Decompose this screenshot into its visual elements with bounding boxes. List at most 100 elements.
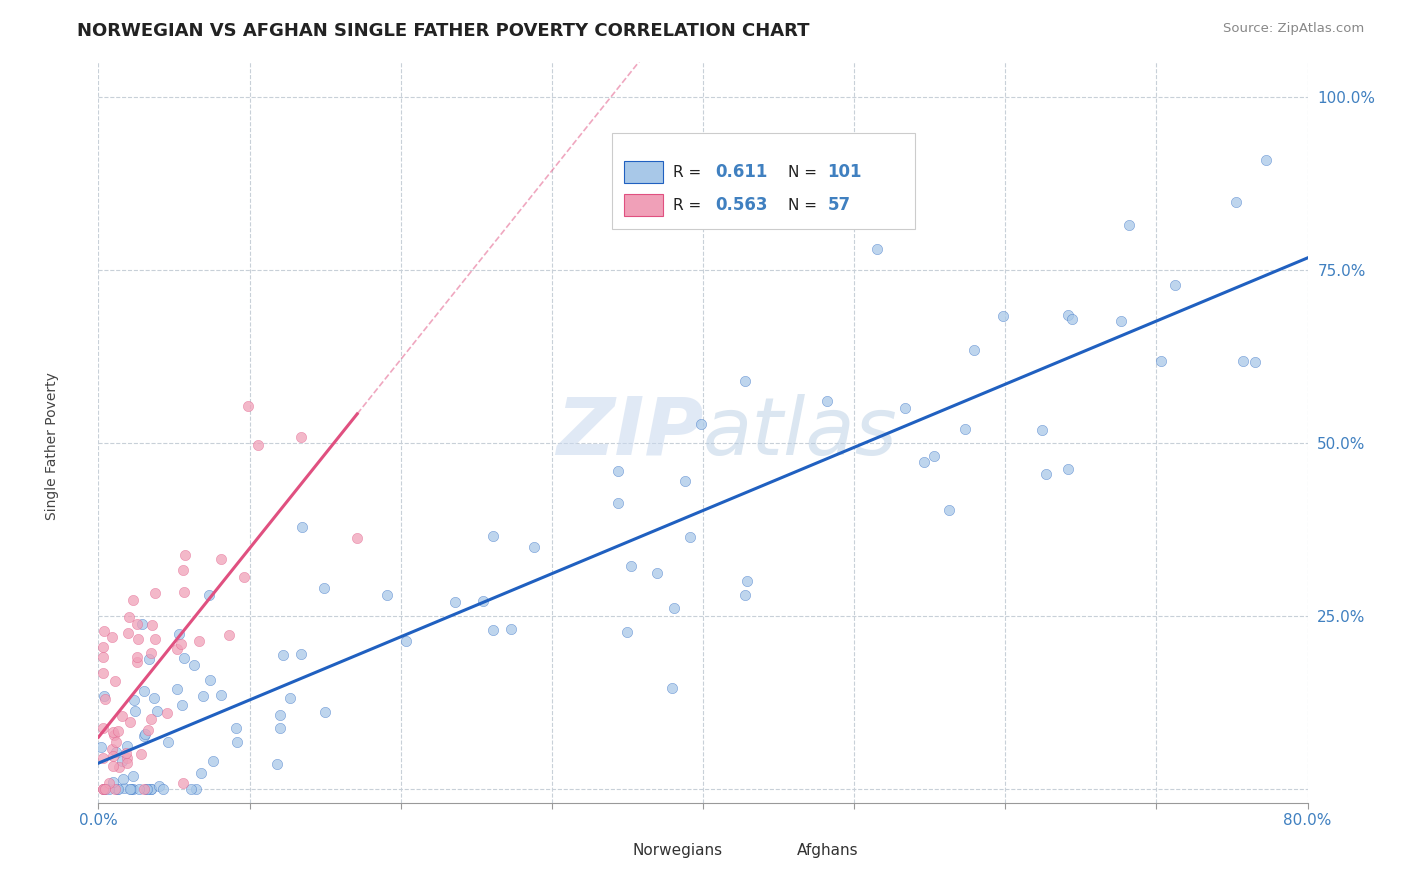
Point bbox=[269, 721, 291, 735]
Point bbox=[1035, 467, 1057, 481]
Text: Single Father Poverty: Single Father Poverty bbox=[45, 372, 59, 520]
Point bbox=[395, 634, 418, 648]
Point bbox=[143, 691, 166, 706]
Point bbox=[93, 689, 115, 703]
Point bbox=[190, 766, 212, 780]
Point bbox=[218, 628, 240, 642]
Point bbox=[170, 698, 193, 712]
Point bbox=[1109, 314, 1132, 328]
Point bbox=[1062, 312, 1084, 326]
Point bbox=[93, 781, 115, 796]
Point bbox=[124, 704, 146, 718]
Point bbox=[118, 715, 141, 730]
Point bbox=[94, 781, 117, 796]
Point bbox=[91, 781, 114, 796]
Point bbox=[645, 566, 668, 580]
FancyBboxPatch shape bbox=[624, 161, 664, 183]
Point bbox=[211, 689, 233, 703]
Point bbox=[865, 242, 887, 256]
Point bbox=[90, 740, 112, 755]
Point bbox=[98, 776, 121, 790]
Point bbox=[103, 728, 125, 742]
Point bbox=[131, 616, 153, 631]
Point bbox=[127, 656, 149, 670]
Point bbox=[1057, 462, 1080, 476]
Text: ZIP: ZIP bbox=[555, 393, 703, 472]
Point bbox=[678, 530, 700, 544]
Point bbox=[166, 641, 188, 656]
Point bbox=[734, 588, 756, 602]
Point bbox=[501, 623, 523, 637]
Point bbox=[105, 781, 128, 796]
Point bbox=[91, 722, 114, 736]
Point bbox=[346, 531, 368, 545]
Point bbox=[115, 739, 138, 753]
Point bbox=[912, 455, 935, 469]
Point bbox=[180, 781, 202, 796]
Point bbox=[118, 610, 141, 624]
Point bbox=[1150, 353, 1173, 368]
Point bbox=[201, 754, 224, 768]
Point bbox=[290, 430, 312, 444]
Point bbox=[104, 746, 127, 760]
Point bbox=[173, 651, 195, 665]
Point bbox=[120, 781, 142, 796]
Point bbox=[148, 779, 170, 793]
Point bbox=[166, 681, 188, 696]
FancyBboxPatch shape bbox=[592, 841, 626, 860]
Point bbox=[193, 690, 215, 704]
Point bbox=[894, 401, 917, 415]
Point bbox=[269, 707, 291, 722]
Point bbox=[103, 775, 125, 789]
Point bbox=[104, 781, 127, 796]
Point bbox=[183, 657, 205, 672]
Point bbox=[922, 449, 945, 463]
Point bbox=[993, 309, 1015, 323]
Point bbox=[141, 646, 163, 660]
Point bbox=[122, 593, 145, 607]
Point bbox=[246, 438, 269, 452]
Point bbox=[184, 781, 207, 796]
Point bbox=[606, 464, 628, 478]
Point bbox=[156, 706, 179, 721]
Point bbox=[91, 640, 114, 654]
Point bbox=[122, 693, 145, 707]
Text: 0.563: 0.563 bbox=[716, 196, 768, 214]
Point bbox=[481, 529, 503, 543]
Point bbox=[112, 780, 135, 795]
Text: atlas: atlas bbox=[703, 393, 898, 472]
Point bbox=[735, 574, 758, 588]
Point bbox=[135, 781, 157, 796]
Point bbox=[103, 725, 125, 739]
Point bbox=[129, 747, 152, 761]
Point bbox=[91, 781, 114, 796]
Point bbox=[675, 474, 697, 488]
Text: 0.611: 0.611 bbox=[716, 163, 768, 181]
Point bbox=[1163, 278, 1185, 293]
Point bbox=[290, 647, 312, 661]
Point bbox=[93, 781, 115, 796]
Point bbox=[128, 781, 150, 796]
Point bbox=[141, 618, 163, 632]
Point bbox=[101, 742, 124, 756]
Point bbox=[225, 721, 247, 735]
Text: R =: R = bbox=[672, 198, 702, 213]
Text: N =: N = bbox=[787, 164, 817, 179]
Point bbox=[236, 399, 259, 413]
Point bbox=[104, 735, 127, 749]
Point bbox=[1031, 423, 1053, 437]
Point bbox=[314, 706, 336, 720]
Point bbox=[1225, 194, 1247, 209]
Point bbox=[122, 769, 145, 783]
Point bbox=[938, 502, 960, 516]
Point bbox=[170, 637, 193, 651]
Text: N =: N = bbox=[787, 198, 817, 213]
Point bbox=[1232, 354, 1254, 368]
Point bbox=[471, 594, 494, 608]
Point bbox=[103, 759, 125, 773]
Point bbox=[200, 673, 222, 687]
FancyBboxPatch shape bbox=[758, 841, 792, 860]
Point bbox=[94, 691, 117, 706]
Point bbox=[141, 713, 163, 727]
Text: Source: ZipAtlas.com: Source: ZipAtlas.com bbox=[1223, 22, 1364, 36]
